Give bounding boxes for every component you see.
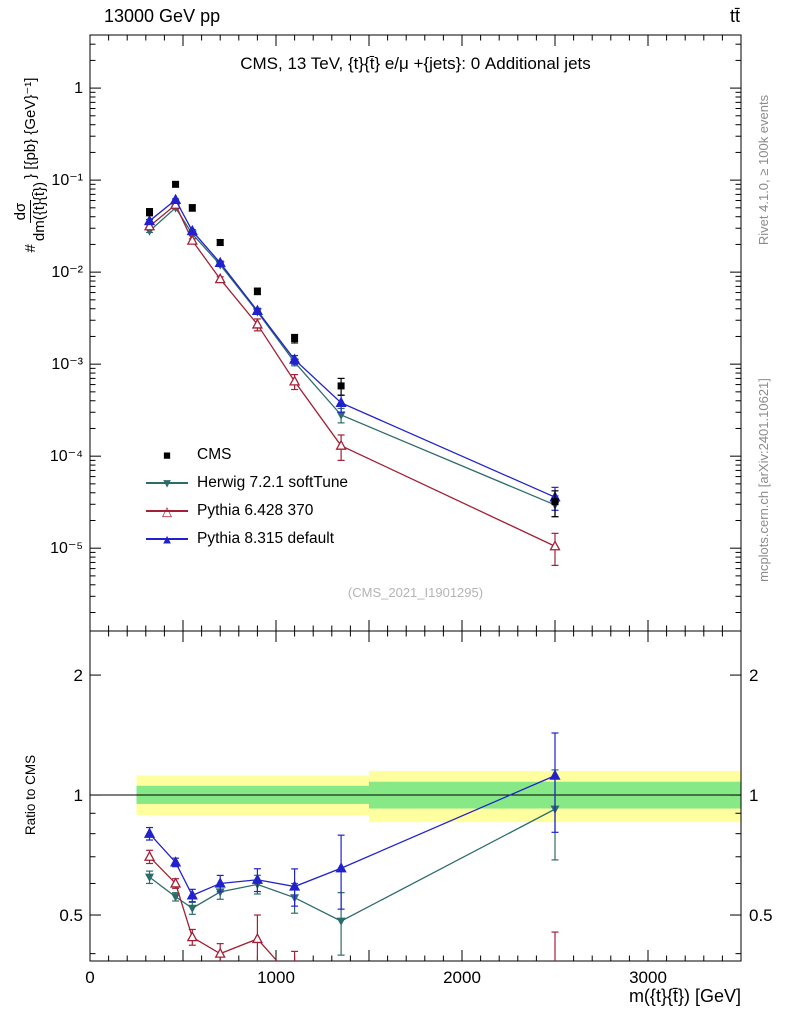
legend-item: ▼ Herwig 7.2.1 softTune [146, 469, 348, 497]
legend-label: CMS [197, 446, 232, 463]
svg-text:10⁻²: 10⁻² [51, 264, 83, 281]
svg-text:10⁻³: 10⁻³ [51, 356, 83, 373]
svg-text:10⁻⁵: 10⁻⁵ [50, 540, 83, 557]
svg-text:1000: 1000 [257, 968, 295, 987]
y-axis-fraction: dσ dm({t}{t̄}) [12, 182, 48, 241]
svg-text:0: 0 [85, 968, 94, 987]
analysis-id-watermark: (CMS_2021_I1901295) [347, 585, 484, 600]
triangle-up-marker-icon: △ [146, 503, 188, 519]
svg-text:1: 1 [749, 786, 758, 805]
legend: ■ CMS ▼ Herwig 7.2.1 softTune △ Pythia 6.428 … [146, 441, 348, 553]
ratio-y-axis-label: Ratio to CMS [22, 754, 38, 836]
process-label: tt̄ [729, 6, 740, 26]
legend-label: Pythia 8.315 default [197, 530, 335, 547]
svg-text:1: 1 [74, 786, 83, 805]
triangle-down-marker-icon: ▼ [146, 475, 188, 491]
y-axis-label: # dσ dm({t}{t̄}) } [{pb} {GeV}⁻¹] [8, 15, 52, 315]
mcplots-citation-note: mcplots.cern.ch [arXiv:2401.10621] [755, 378, 771, 582]
square-marker-icon: ■ [163, 447, 171, 463]
svg-text:0.5: 0.5 [749, 906, 773, 925]
y-axis-numerator: dσ [12, 199, 31, 224]
beam-energy-label: 13000 GeV pp [104, 6, 221, 26]
legend-item: ▲ Pythia 8.315 default [146, 525, 348, 553]
rivet-version-note: Rivet 4.1.0, ≥ 100k events [755, 94, 771, 246]
svg-text:2: 2 [74, 666, 83, 685]
svg-text:1: 1 [74, 80, 83, 97]
plot-title: CMS, 13 TeV, {t}{t̄} e/μ +{jets}: 0 Addi… [240, 54, 591, 73]
svg-text:10⁻⁴: 10⁻⁴ [50, 448, 83, 465]
y-axis-denominator: dm({t}{t̄}) [30, 181, 48, 242]
svg-text:10⁻¹: 10⁻¹ [51, 172, 83, 189]
svg-text:0.5: 0.5 [59, 906, 83, 925]
legend-label: Pythia 6.428 370 [197, 502, 314, 519]
triangle-up-marker-icon: ▲ [146, 531, 188, 547]
legend-label: Herwig 7.2.1 softTune [197, 474, 349, 491]
legend-item: △ Pythia 6.428 370 [146, 497, 348, 525]
x-axis-label: m({t}{t̄}) [GeV] [628, 986, 741, 1006]
y-axis-label-units: } [{pb} {GeV}⁻¹] [22, 77, 39, 179]
legend-item: ■ CMS [146, 441, 348, 469]
svg-text:3000: 3000 [629, 968, 667, 987]
svg-text:2000: 2000 [443, 968, 481, 987]
y-axis-label-prefix: # [21, 244, 39, 253]
svg-text:2: 2 [749, 666, 758, 685]
